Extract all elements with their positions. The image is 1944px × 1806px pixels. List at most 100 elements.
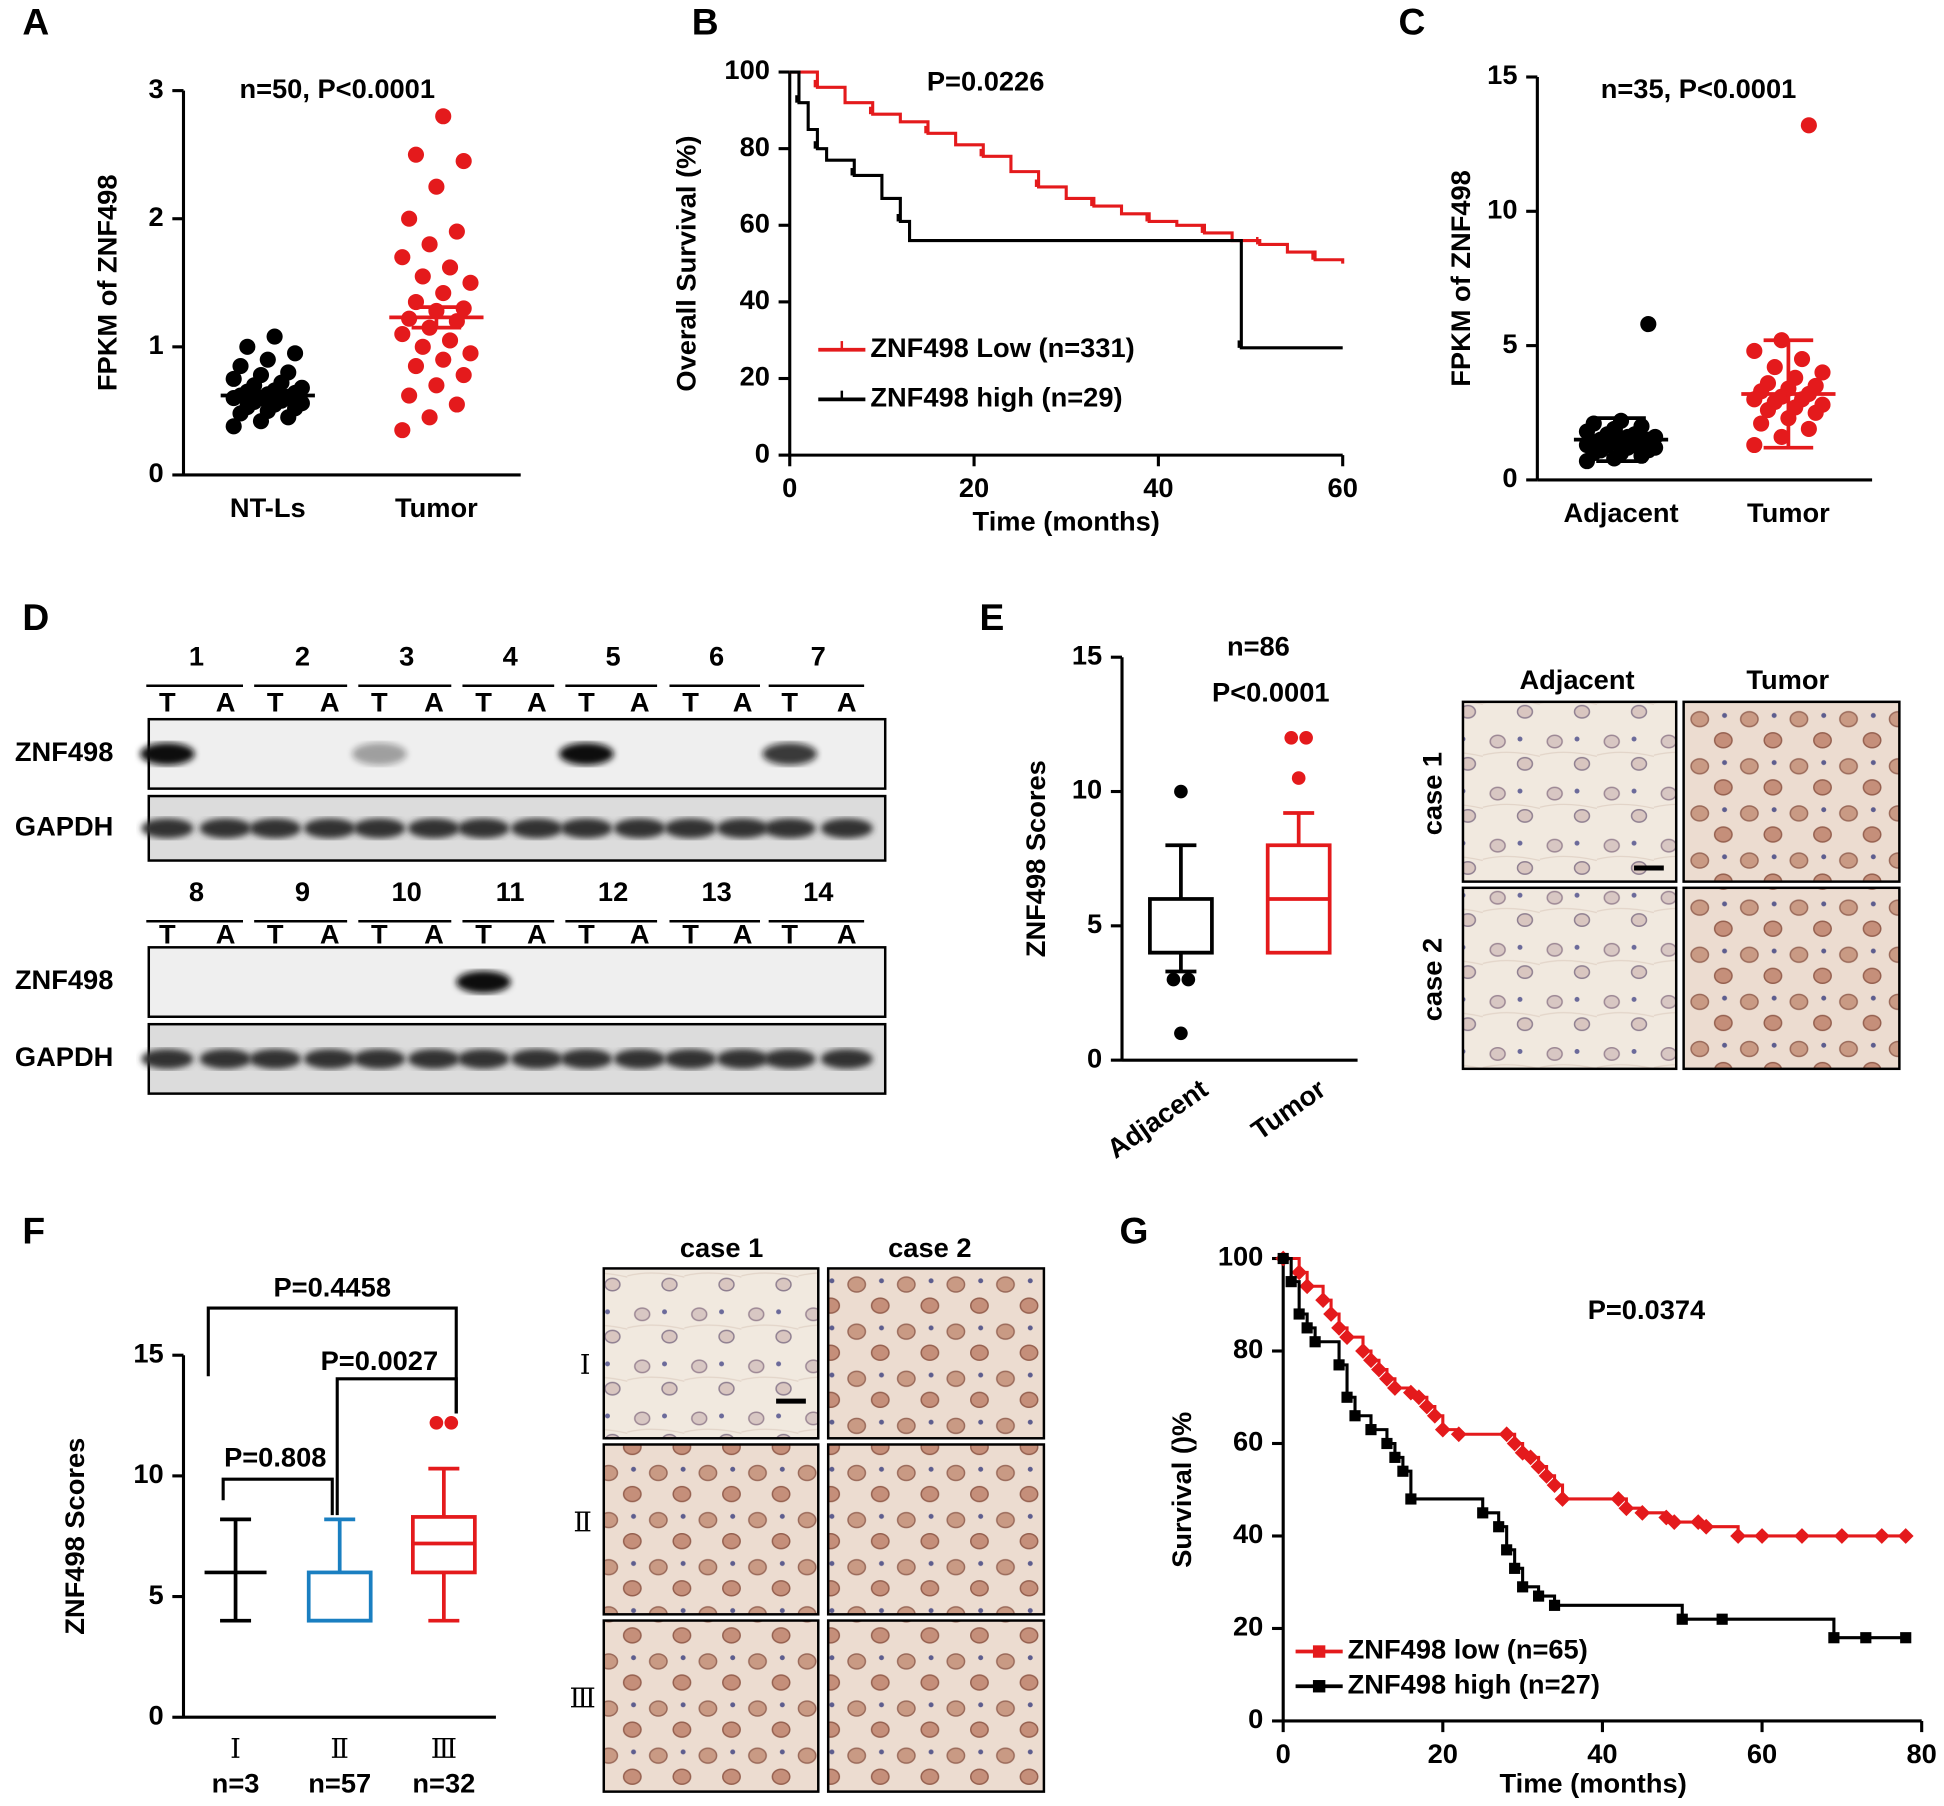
y-tick-label: 100 <box>1218 1241 1264 1272</box>
y-tick-label: 20 <box>740 361 770 392</box>
censor-marker <box>1517 1581 1529 1593</box>
censor-marker <box>1387 1380 1403 1396</box>
lane-label: A <box>837 687 857 718</box>
lane-number: 1 <box>189 641 204 672</box>
data-point <box>1793 350 1811 368</box>
legend-label: ZNF498 Low (n=331) <box>870 332 1134 363</box>
protein-label: ZNF498 <box>15 964 114 995</box>
band <box>140 742 195 766</box>
censor-marker <box>1716 1613 1728 1625</box>
lane-number: 5 <box>605 641 620 672</box>
y-tick-label: 0 <box>148 457 163 488</box>
data-point <box>232 358 249 375</box>
x-tick-label: Ⅱ <box>330 1734 349 1764</box>
data-point <box>407 358 425 375</box>
x-tick-label: Tumor <box>395 492 478 523</box>
censor-marker <box>1506 1435 1523 1452</box>
band <box>141 1048 194 1069</box>
band <box>249 1048 302 1069</box>
data-point <box>441 332 459 349</box>
x-tick-label: 40 <box>1143 472 1173 503</box>
data-point <box>414 268 431 285</box>
data-point <box>394 325 411 343</box>
lane-label: T <box>475 918 492 949</box>
y-tick-label: 5 <box>1502 328 1517 359</box>
n-label: n=3 <box>212 1768 260 1799</box>
lane-number: 12 <box>598 876 628 907</box>
lane-label: T <box>578 918 595 949</box>
ihc-image <box>1461 700 1678 883</box>
censor-marker <box>1381 1437 1393 1450</box>
y-axis-label: Overall Survival (%) <box>670 136 701 392</box>
band <box>664 1048 717 1069</box>
outlier <box>444 1415 459 1430</box>
y-tick-label: 0 <box>755 437 770 468</box>
lane-label: A <box>424 918 444 949</box>
data-point <box>448 223 465 240</box>
image-column-label: Adjacent <box>1519 664 1634 695</box>
y-tick-label: 2 <box>148 201 163 232</box>
y-tick-label: 0 <box>1248 1703 1263 1734</box>
y-axis-label: ZNF498 Scores <box>1020 760 1051 957</box>
x-tick-label: 60 <box>1747 1738 1777 1769</box>
image-row-label: case 1 <box>1417 752 1448 835</box>
x-tick-label: NT-Ls <box>230 492 306 523</box>
band <box>199 1048 252 1069</box>
outlier <box>1174 1026 1188 1041</box>
data-point <box>435 351 452 368</box>
lane-number: 9 <box>295 876 310 907</box>
band <box>141 818 194 839</box>
outlier <box>429 1415 444 1430</box>
y-tick-label: 0 <box>1087 1042 1102 1073</box>
protein-label: GAPDH <box>15 1041 113 1072</box>
y-tick-label: 10 <box>133 1458 163 1489</box>
x-tick-label: 20 <box>959 472 989 503</box>
ihc-image <box>602 1443 820 1616</box>
x-tick-label: Adjacent <box>1563 497 1678 528</box>
x-tick-label: Tumor <box>1747 497 1830 528</box>
data-point <box>394 249 411 266</box>
data-point <box>394 422 411 439</box>
censor-marker <box>1277 1252 1289 1265</box>
y-tick-label: 5 <box>1087 908 1102 939</box>
protein-label: ZNF498 <box>15 736 114 767</box>
band <box>303 818 356 839</box>
censor-marker <box>1501 1544 1513 1556</box>
lane-label: A <box>216 687 236 718</box>
censor-marker <box>1389 1451 1401 1463</box>
lane-number: 7 <box>811 641 826 672</box>
outlier <box>1174 784 1188 799</box>
data-point <box>280 364 297 381</box>
censor-marker <box>1426 1407 1443 1424</box>
data-point <box>462 274 479 291</box>
panel-letter: C <box>1398 1 1425 43</box>
band <box>303 1048 356 1069</box>
y-axis-label: FPKM of ZNF498 <box>91 174 122 391</box>
band <box>664 818 717 839</box>
y-tick-label: 10 <box>1072 774 1102 805</box>
data-point <box>266 328 283 345</box>
censor-marker <box>1538 1467 1555 1484</box>
band <box>820 1048 873 1069</box>
panel-letter: B <box>692 1 719 43</box>
band <box>510 1048 563 1069</box>
data-point <box>1640 316 1657 333</box>
data-point <box>225 418 242 435</box>
ihc-image <box>826 1267 1046 1440</box>
band <box>613 1048 666 1069</box>
band <box>763 1048 816 1069</box>
lane-number: 13 <box>701 876 731 907</box>
lane-label: T <box>781 918 798 949</box>
lane-label: T <box>267 918 284 949</box>
band <box>510 818 563 839</box>
p-value: P=0.808 <box>224 1442 326 1473</box>
data-point <box>414 338 431 355</box>
survival-curve <box>789 70 1345 264</box>
panel-letter: F <box>22 1210 45 1252</box>
data-point <box>293 379 310 396</box>
censor-marker <box>1546 1477 1563 1493</box>
lane-label: T <box>578 687 595 718</box>
annotation: P=0.0226 <box>927 65 1045 96</box>
x-tick-label: Tumor <box>1245 1073 1331 1146</box>
panel-letter: G <box>1120 1210 1149 1252</box>
